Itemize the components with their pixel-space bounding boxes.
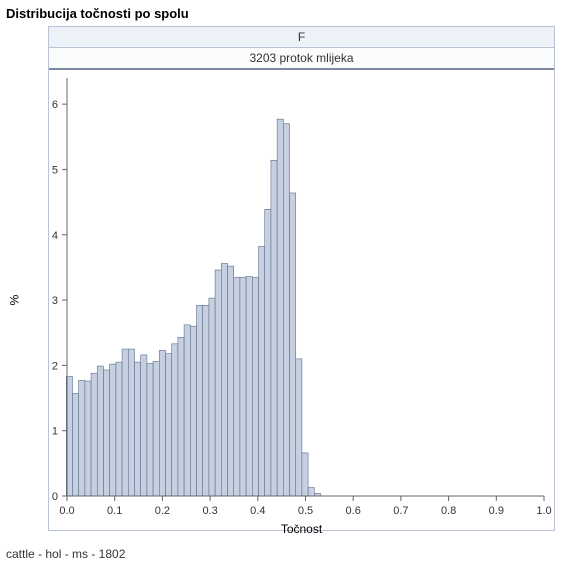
svg-text:4: 4 — [52, 230, 58, 242]
footer-text: cattle - hol - ms - 1802 — [6, 547, 125, 561]
svg-text:0.0: 0.0 — [59, 505, 74, 517]
svg-text:0.8: 0.8 — [441, 505, 456, 517]
svg-text:0.9: 0.9 — [489, 505, 504, 517]
panel-header-group: F — [49, 27, 554, 48]
y-axis-label: % — [7, 295, 21, 306]
svg-text:5: 5 — [52, 164, 58, 176]
svg-text:0: 0 — [52, 491, 58, 503]
chart-panel: F 3203 protok mlijeka 0.0 0.1 0.2 0.3 0.4 0.5… — [48, 26, 555, 531]
svg-text:0.2: 0.2 — [155, 505, 170, 517]
svg-text:0.3: 0.3 — [202, 505, 217, 517]
svg-text:6: 6 — [52, 99, 58, 111]
svg-text:0.7: 0.7 — [393, 505, 408, 517]
svg-text:1.0: 1.0 — [536, 505, 551, 517]
svg-text:2: 2 — [52, 360, 58, 372]
panel-header-subtitle: 3203 protok mlijeka — [49, 48, 554, 70]
svg-text:0.4: 0.4 — [250, 505, 265, 517]
svg-text:0.6: 0.6 — [346, 505, 361, 517]
svg-text:0.1: 0.1 — [107, 505, 122, 517]
svg-text:0.5: 0.5 — [298, 505, 313, 517]
svg-text:3: 3 — [52, 295, 58, 307]
chart-title: Distribucija točnosti po spolu — [0, 0, 567, 21]
x-axis-label: Točnost — [48, 522, 555, 536]
svg-text:1: 1 — [52, 426, 58, 438]
plot-area: 0.0 0.1 0.2 0.3 0.4 0.5 0.6 0.7 0.8 0.9 1.0 0 1 2 3 4 5 6… — [49, 70, 554, 530]
